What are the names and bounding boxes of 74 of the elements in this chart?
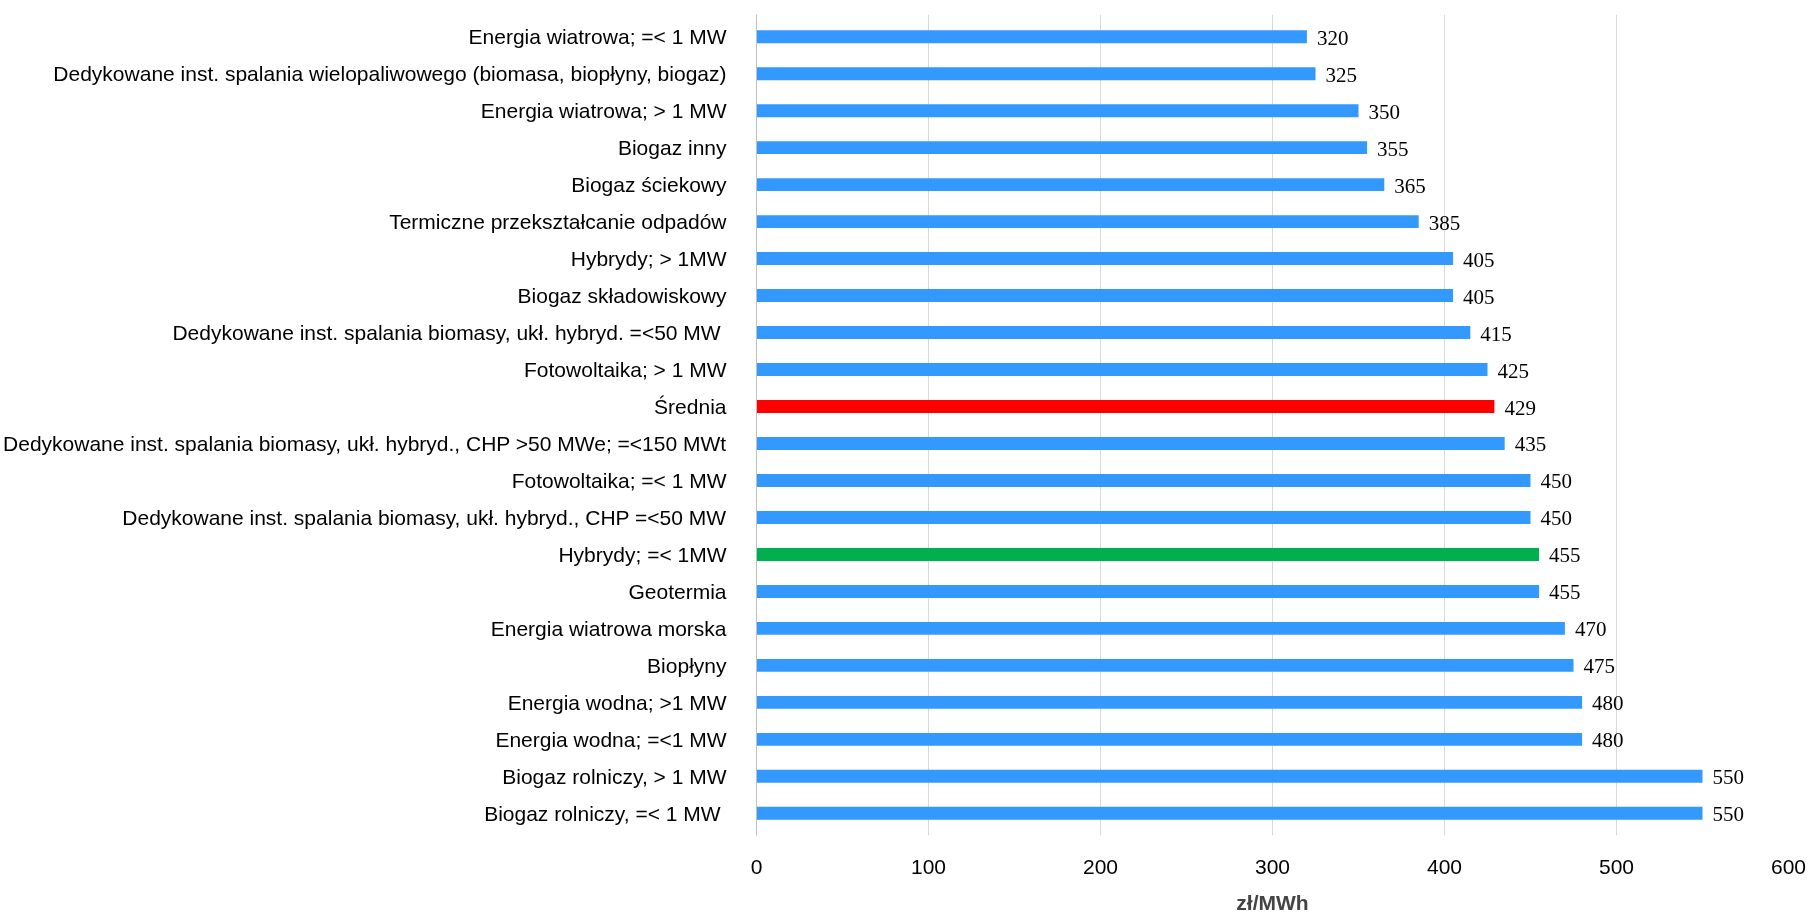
bar (756, 104, 1359, 118)
bar (756, 769, 1703, 783)
bar (756, 67, 1316, 81)
y-tick-label: Dedykowane inst. spalania wielopaliwowego (biomasa, biopłyny, biogaz) (53, 62, 727, 86)
y-tick-label: Dedykowane inst. spalania biomasy, ukł. hybryd., CHP >50 MWe; =<150 MWt (3, 431, 727, 455)
data-label: 429 (1504, 395, 1536, 420)
x-tick-label: 500 (1598, 854, 1635, 878)
y-tick-label: Dedykowane inst. spalania biomasy, ukł. hybryd., CHP =<50 MW (122, 505, 727, 529)
bar (756, 658, 1574, 672)
y-tick-label: Średnia (654, 395, 727, 419)
y-tick-label: Fotowoltaika; > 1 MW (524, 358, 727, 382)
bar (756, 621, 1565, 635)
y-tick-label: Hybrydy; > 1MW (570, 247, 727, 271)
y-tick-label: Dedykowane inst. spalania biomasy, ukł. hybryd. =<50 MW (172, 321, 721, 345)
data-label: 425 (1497, 358, 1529, 383)
x-tick-label: 400 (1426, 854, 1463, 878)
data-label: 365 (1394, 173, 1426, 198)
y-tick-label: Biogaz rolniczy, > 1 MW (502, 764, 727, 788)
bar (756, 289, 1454, 303)
data-label: 450 (1540, 506, 1572, 531)
bar (756, 547, 1540, 561)
y-tick-label: Hybrydy; =< 1MW (558, 542, 727, 566)
x-tick-label: 600 (1770, 854, 1807, 878)
data-label: 385 (1428, 210, 1461, 235)
data-label: 450 (1540, 469, 1572, 494)
y-tick-label: Energia wiatrowa; =< 1 MW (468, 25, 727, 49)
bar (756, 252, 1454, 266)
bar (756, 178, 1385, 192)
data-label: 470 (1574, 617, 1607, 642)
data-label: 455 (1549, 543, 1581, 568)
y-tick-label: Geotermia (628, 579, 727, 603)
bar (756, 326, 1471, 340)
bar (756, 732, 1583, 746)
bar (756, 363, 1488, 376)
data-label: 415 (1480, 321, 1512, 346)
data-label: 405 (1463, 284, 1495, 309)
y-tick-label: Energia wodna; >1 MW (507, 690, 727, 714)
data-label: 435 (1514, 432, 1547, 457)
x-tick-label: 300 (1254, 854, 1291, 878)
bar (756, 695, 1583, 709)
data-label: 405 (1463, 247, 1495, 272)
y-tick-label: Energia wodna; =<1 MW (495, 727, 727, 751)
x-tick-label: 200 (1082, 854, 1119, 878)
data-label: 550 (1712, 765, 1744, 790)
bar (756, 437, 1505, 450)
y-tick-label: Biogaz rolniczy, =< 1 MW (484, 801, 721, 825)
bar (756, 474, 1531, 487)
data-label: 320 (1316, 25, 1349, 50)
data-label: 455 (1549, 580, 1581, 605)
y-tick-label: Termiczne przekształcanie odpadów (389, 210, 728, 234)
data-label: 350 (1368, 99, 1400, 124)
bar (756, 584, 1540, 598)
y-tick-label: Biogaz inny (617, 136, 727, 160)
bar (756, 30, 1307, 44)
x-tick-label: 0 (750, 854, 763, 878)
x-tick-label: 100 (910, 854, 947, 878)
bar (756, 510, 1531, 524)
y-tick-label: Fotowoltaika; =< 1 MW (511, 468, 727, 492)
data-label: 480 (1592, 728, 1624, 753)
data-label: 480 (1592, 691, 1624, 716)
data-label: 475 (1583, 654, 1615, 679)
y-tick-label: Energia wiatrowa morska (490, 616, 727, 640)
y-tick-label: Biopłyny (647, 653, 727, 677)
bar (756, 400, 1495, 413)
data-label: 325 (1325, 62, 1357, 87)
bar (756, 215, 1419, 229)
data-label: 550 (1712, 802, 1744, 827)
y-tick-label: Energia wiatrowa; > 1 MW (480, 99, 727, 123)
bar (756, 141, 1368, 155)
y-tick-label: Biogaz ściekowy (571, 173, 727, 197)
bar (756, 806, 1703, 820)
x-axis-title: zł/MWh (1236, 890, 1309, 914)
y-tick-label: Biogaz składowiskowy (517, 284, 727, 308)
data-label: 355 (1377, 136, 1409, 161)
